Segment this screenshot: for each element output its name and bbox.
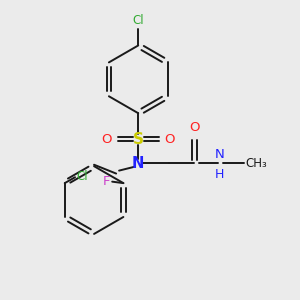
Text: O: O xyxy=(189,122,200,134)
Text: CH₃: CH₃ xyxy=(246,157,267,170)
Text: H: H xyxy=(214,168,224,181)
Text: O: O xyxy=(165,133,175,146)
Text: N: N xyxy=(214,148,224,161)
Text: Cl: Cl xyxy=(76,170,88,183)
Text: F: F xyxy=(103,175,110,188)
Text: Cl: Cl xyxy=(132,14,144,27)
Text: S: S xyxy=(133,132,144,147)
Text: O: O xyxy=(101,133,112,146)
Text: N: N xyxy=(132,156,144,171)
